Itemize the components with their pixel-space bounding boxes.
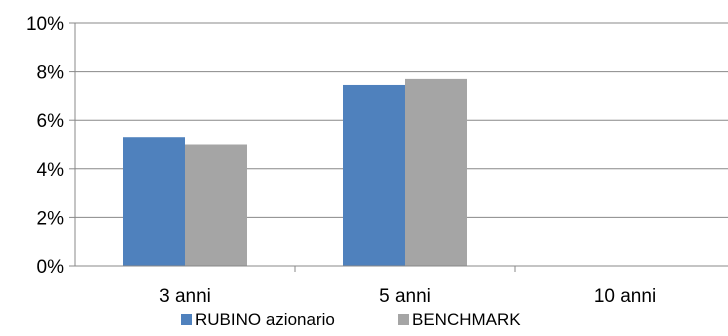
legend: RUBINO azionario BENCHMARK: [181, 310, 521, 329]
legend-label: BENCHMARK: [412, 310, 521, 329]
legend-label: RUBINO azionario: [195, 310, 335, 329]
bars: [123, 78, 467, 266]
x-tick-label: 5 anni: [379, 286, 431, 307]
y-tick-label: 0%: [37, 257, 65, 278]
y-tick-label: 10%: [26, 14, 64, 35]
y-tick-label: 8%: [37, 63, 65, 84]
bar-rubino-azionario-5-anni: [343, 84, 405, 266]
y-tick-label: 6%: [37, 111, 65, 132]
bar-benchmark-5-anni: [405, 78, 467, 266]
x-axis: [74, 23, 728, 272]
legend-swatch: [398, 314, 409, 325]
x-tick-label: 3 anni: [159, 286, 211, 307]
x-axis-labels: 3 anni 5 anni 10 anni: [159, 286, 656, 307]
bar-rubino-azionario-3-anni: [123, 137, 185, 266]
y-tick-label: 2%: [37, 208, 65, 229]
legend-swatch: [181, 314, 192, 325]
y-axis-ticks: 0% 2% 4% 6% 8% 10%: [26, 14, 75, 278]
x-tick-label: 10 anni: [594, 286, 656, 307]
y-tick-label: 4%: [37, 160, 65, 181]
bar-benchmark-3-anni: [185, 144, 247, 266]
